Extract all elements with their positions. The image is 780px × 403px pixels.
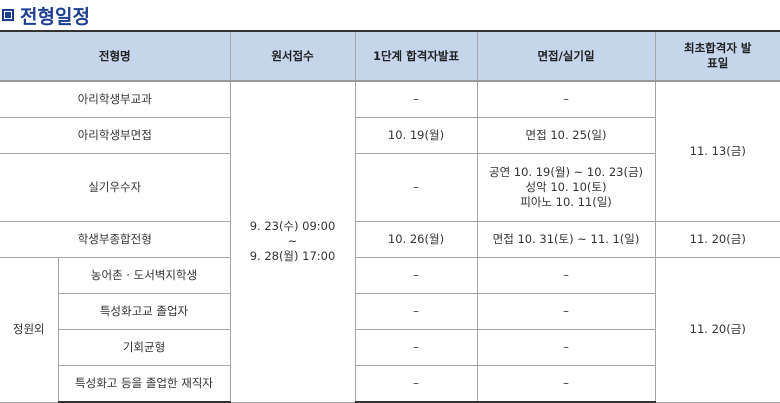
stage1-date: – xyxy=(354,329,478,366)
interview-date: 면접 10. 31(토) ~ 11. 1(일) xyxy=(476,221,656,258)
first-result-date: 11. 20(금) xyxy=(654,257,780,403)
interview-date: – xyxy=(476,293,655,330)
period-start: 9. 23(수) 09:00 xyxy=(249,219,336,234)
table-row: 아리학생부면접 10. 19(월) 면접 10. 25(일) xyxy=(0,117,780,154)
stage1-date: – xyxy=(354,365,478,403)
interview-line: 공연 10. 19(월) ~ 10. 23(금) xyxy=(488,165,644,179)
group-label: 정원외 xyxy=(0,257,59,403)
period-sep: ~ xyxy=(287,234,298,249)
track-name: 특성화고 등을 졸업한 재직자 xyxy=(58,365,231,403)
interview-date: – xyxy=(476,329,655,366)
table-row: 학생부종합전형 10. 26(월) 면접 10. 31(토) ~ 11. 1(일… xyxy=(0,221,780,258)
stage1-date: 10. 26(월) xyxy=(354,221,478,258)
track-name: 아리학생부면접 xyxy=(0,117,231,154)
first-result-date: 11. 20(금) xyxy=(654,221,780,258)
stage1-date: – xyxy=(354,153,478,222)
schedule-table: 전형명 원서접수 1단계 합격자발표 면접/실기일 최초합격자 발표일 아리학생… xyxy=(0,30,780,403)
interview-line: 피아노 10. 11(일) xyxy=(520,195,612,209)
track-name: 농어촌 · 도서벽지학생 xyxy=(57,257,231,294)
table-row: 특성화고교 졸업자 – – xyxy=(0,293,780,330)
section-title-text: 전형일정 xyxy=(20,5,90,28)
table-row: 정원외 농어촌 · 도서벽지학생 – – 11. 20(금) xyxy=(0,257,780,403)
interview-date: 공연 10. 19(월) ~ 10. 23(금) 성악 10. 10(토) 피아… xyxy=(476,153,655,222)
track-name: 특성화고교 졸업자 xyxy=(58,293,231,330)
interview-date: – xyxy=(476,365,655,403)
table-row: 아리학생부교과 9. 23(수) 09:00 ~ 9. 28(월) 17:00 … xyxy=(0,80,780,403)
interview-date: – xyxy=(476,257,656,294)
stage1-date: – xyxy=(354,293,478,330)
header-first-result: 최초합격자 발표일 xyxy=(654,30,780,82)
interview-date: – xyxy=(476,80,656,118)
table-row: 기회균형 – – xyxy=(0,329,780,366)
application-period: 9. 23(수) 09:00 ~ 9. 28(월) 17:00 xyxy=(229,80,356,403)
table-row: 실기우수자 – 공연 10. 19(월) ~ 10. 23(금) 성악 10. … xyxy=(0,153,780,222)
track-name: 실기우수자 xyxy=(0,153,231,222)
track-name: 아리학생부교과 xyxy=(0,80,231,118)
header-name: 전형명 xyxy=(0,30,231,82)
section-title: 전형일정 xyxy=(0,0,780,30)
stage1-date: 10. 19(월) xyxy=(354,117,478,154)
first-result-date: 11. 13(금) xyxy=(654,80,780,222)
period-end: 9. 28(월) 17:00 xyxy=(249,249,336,264)
track-name: 학생부종합전형 xyxy=(0,221,231,258)
header-application: 원서접수 xyxy=(229,30,356,82)
header-interview: 면접/실기일 xyxy=(476,30,656,82)
stage1-date: – xyxy=(354,257,478,294)
interview-date: 면접 10. 25(일) xyxy=(476,117,655,154)
header-stage1: 1단계 합격자발표 xyxy=(354,30,478,82)
stage1-date: – xyxy=(354,80,478,118)
track-name: 기회균형 xyxy=(58,329,231,366)
square-bullet-icon xyxy=(2,9,14,21)
interview-line: 성악 10. 10(토) xyxy=(525,180,607,194)
